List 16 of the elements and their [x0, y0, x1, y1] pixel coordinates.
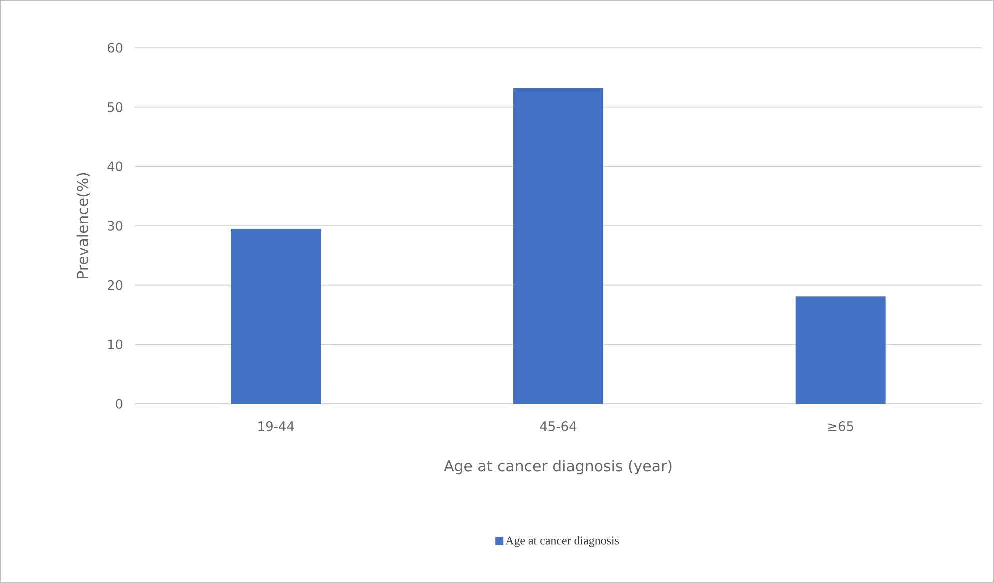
y-tick-label: 60: [108, 43, 123, 53]
bar: [796, 296, 886, 404]
x-tick-label: ≥65: [828, 422, 854, 432]
bar: [514, 88, 604, 404]
y-tick-label: 40: [108, 162, 123, 172]
legend-label: Age at cancer diagnosis: [506, 536, 620, 548]
y-tick-label: 50: [108, 102, 123, 112]
y-tick-label: 10: [108, 340, 123, 350]
bar: [231, 228, 322, 404]
x-tick-label: 19-44: [258, 422, 294, 432]
x-axis-title: Age at cancer diagnosis (year): [444, 460, 672, 475]
y-axis-title: Prevalence(%): [76, 173, 90, 278]
y-tick-label: 20: [108, 280, 123, 290]
y-tick-label: 0: [116, 399, 123, 409]
y-tick-label: 30: [108, 221, 123, 231]
x-tick-label: 45-64: [540, 422, 577, 432]
